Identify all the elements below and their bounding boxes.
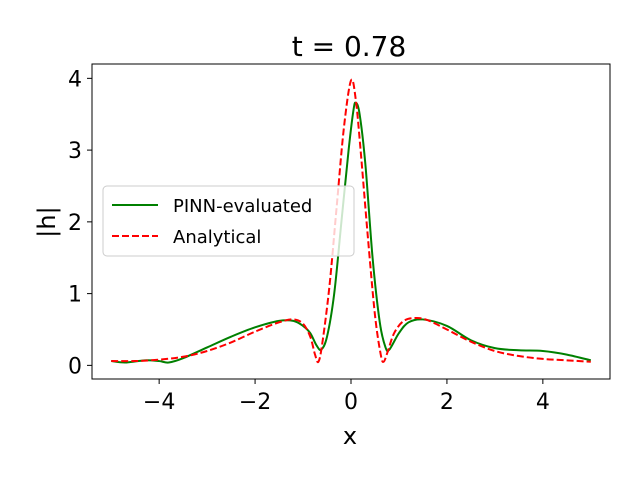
y-tick-label: 0 bbox=[68, 354, 82, 379]
series-line-analytical bbox=[111, 78, 591, 364]
x-tick-label: 4 bbox=[536, 390, 550, 415]
chart-title: t = 0.78 bbox=[292, 30, 407, 63]
y-tick-label: 4 bbox=[68, 67, 82, 92]
legend-box bbox=[102, 185, 355, 257]
legend-label-pinn: PINN-evaluated bbox=[173, 196, 312, 217]
y-axis-label: |h| bbox=[33, 206, 61, 237]
y-tick-label: 2 bbox=[68, 211, 82, 236]
x-tick-label: 2 bbox=[440, 390, 454, 415]
y-tick-label: 1 bbox=[68, 283, 82, 308]
x-tick-label: −2 bbox=[239, 390, 271, 415]
y-tick-label: 3 bbox=[68, 139, 82, 164]
x-tick-label: 0 bbox=[344, 390, 358, 415]
plot-lines bbox=[111, 78, 592, 364]
x-tick-label: −4 bbox=[143, 390, 175, 415]
legend: PINN-evaluated Analytical bbox=[102, 185, 355, 257]
legend-label-analytical: Analytical bbox=[173, 227, 261, 248]
x-axis-label: x bbox=[343, 422, 357, 450]
series-line-pinn-evaluated bbox=[111, 101, 592, 364]
y-ticks: 0 1 2 3 4 bbox=[68, 67, 92, 379]
x-ticks: −4 −2 0 2 4 bbox=[143, 379, 550, 415]
